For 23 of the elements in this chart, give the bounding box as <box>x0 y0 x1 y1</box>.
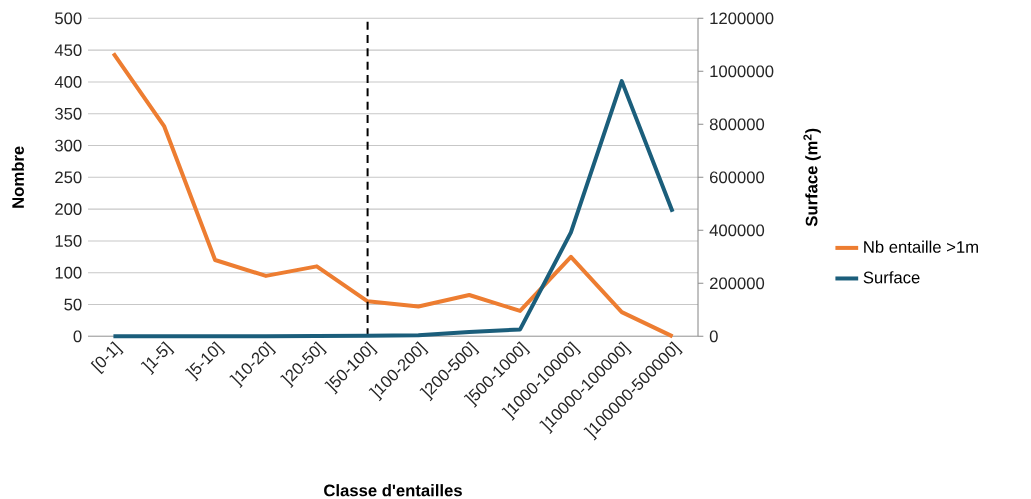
y-tick-label: 150 <box>55 235 82 247</box>
y-tick-label: 350 <box>55 107 82 120</box>
y2-tick-label: 400000 <box>709 224 765 237</box>
legend-label: Surface <box>863 271 920 284</box>
y2-tick-label: 0 <box>709 330 718 343</box>
y2-tick-label: 600000 <box>709 171 765 184</box>
y2-tick-label: 1200000 <box>710 12 774 25</box>
y-tick-label: 400 <box>54 76 82 88</box>
y-axis-title: Nombre <box>11 146 24 208</box>
x-axis-title: Classe d'entailles <box>324 484 462 497</box>
y-tick-label: 50 <box>64 298 82 311</box>
y-tick-label: 450 <box>54 44 82 57</box>
y2-tick-label: 200000 <box>709 277 765 290</box>
legend-label: Nb entaille >1m <box>864 240 978 253</box>
y2-tick-label: 800000 <box>709 118 765 131</box>
y2-tick-label: 1000000 <box>710 65 774 78</box>
y-tick-label: 100 <box>55 266 82 279</box>
y-tick-label: 500 <box>55 12 82 25</box>
y-tick-label: 250 <box>55 171 82 184</box>
y2-axis-title: Surface (m$^{2}$) <box>803 128 821 227</box>
y-tick-label: 300 <box>55 139 82 152</box>
y-tick-label: 0 <box>73 330 82 343</box>
y-tick-label: 200 <box>55 203 82 216</box>
